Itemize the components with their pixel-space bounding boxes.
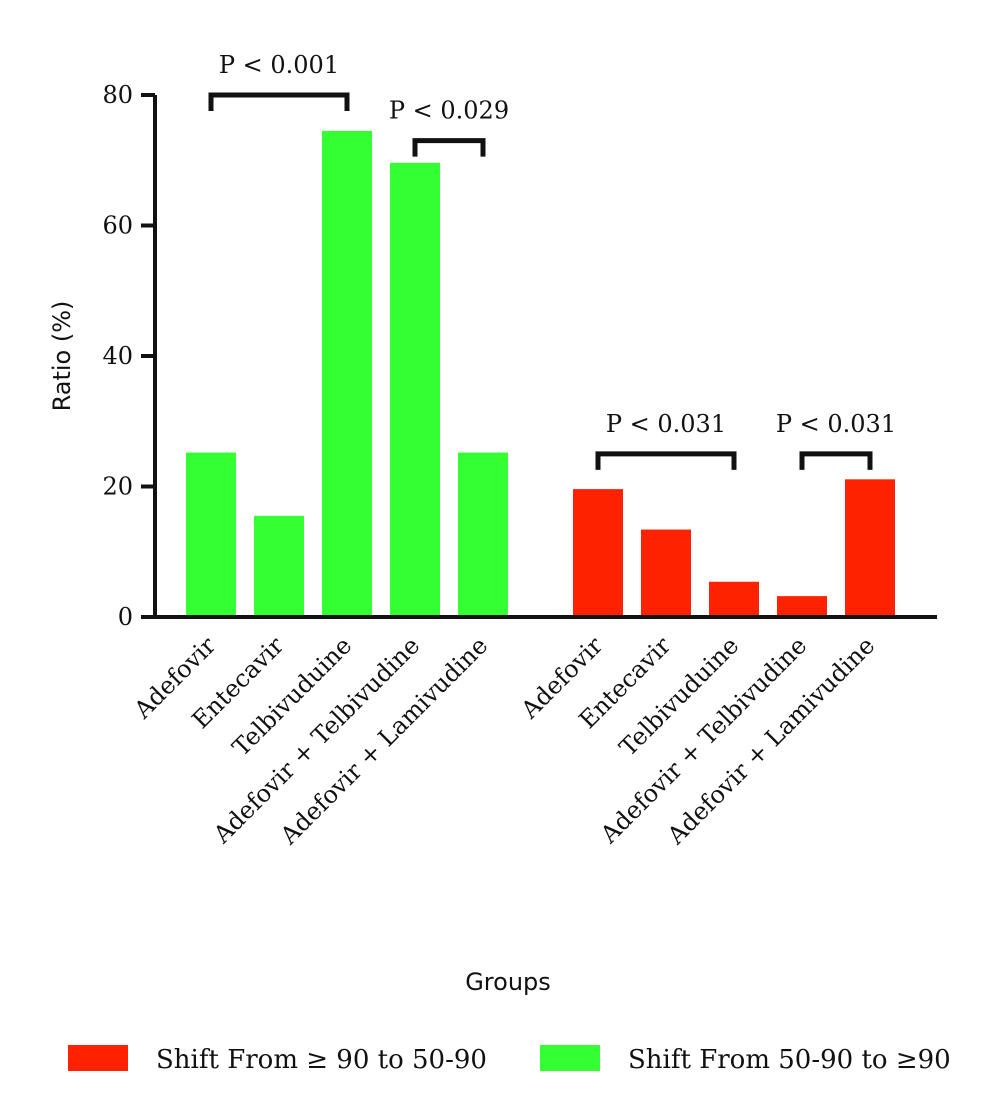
significance-annotations: P < 0.001 P < 0.029 P < 0.031 P < 0.031 — [208, 51, 896, 470]
bar — [254, 515, 304, 617]
y-tick-label: 0 — [118, 603, 133, 631]
x-tick-label: Telbivuduine — [227, 631, 357, 761]
significance-label: P < 0.029 — [389, 97, 509, 125]
bar — [186, 452, 236, 617]
bar — [777, 596, 827, 617]
legend: Shift From ≥ 90 to 50-90 Shift From 50-90… — [68, 1045, 951, 1075]
x-axis-title: Groups — [465, 968, 551, 996]
legend-swatch — [540, 1045, 600, 1071]
bar — [709, 581, 759, 617]
legend-label: Shift From 50-90 to ≥90 — [628, 1045, 951, 1075]
bar — [845, 479, 895, 617]
bar — [322, 130, 372, 617]
bar — [458, 452, 508, 617]
plot-area — [186, 130, 895, 618]
y-tick-label: 20 — [102, 473, 133, 501]
significance-bracket — [799, 451, 873, 470]
legend-swatch — [68, 1045, 128, 1071]
bar — [573, 489, 623, 617]
significance-bracket — [595, 451, 737, 470]
y-tick-label: 80 — [102, 81, 133, 109]
significance-label: P < 0.031 — [776, 410, 896, 438]
significance-bracket — [208, 92, 350, 111]
significance-bracket — [412, 138, 486, 157]
y-tick-label: 60 — [102, 212, 133, 240]
y-tick-label: 40 — [102, 342, 133, 370]
significance-label: P < 0.001 — [219, 51, 339, 79]
significance-label: P < 0.031 — [606, 410, 726, 438]
legend-label: Shift From ≥ 90 to 50-90 — [156, 1045, 487, 1075]
x-tick-label: Telbivuduine — [614, 631, 744, 761]
bar — [390, 162, 440, 618]
bar — [641, 529, 691, 617]
y-axis-title: Ratio (%) — [48, 301, 76, 412]
